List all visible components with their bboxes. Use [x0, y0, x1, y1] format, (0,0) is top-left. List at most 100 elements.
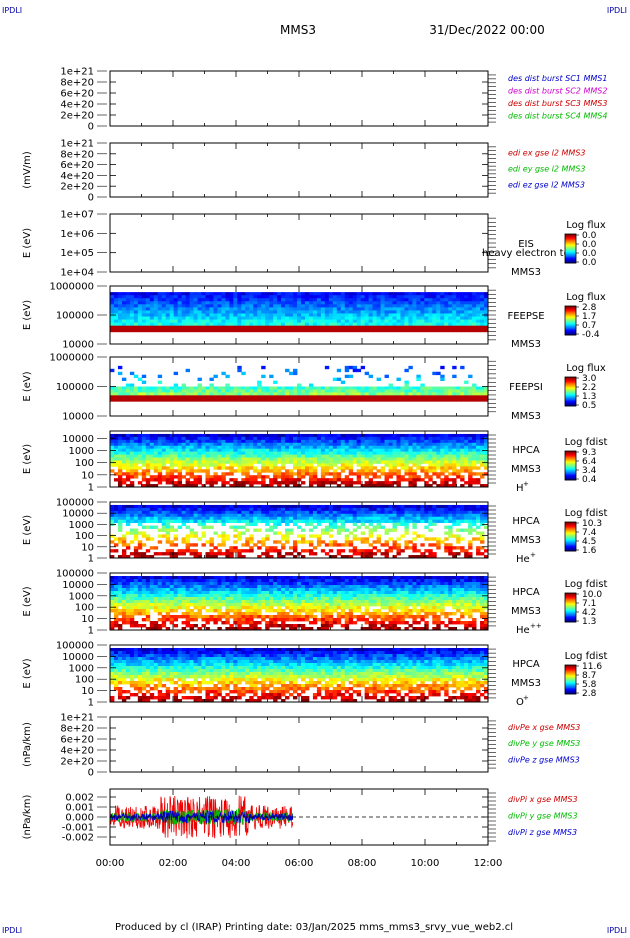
- spectrogram-cell: [357, 460, 361, 463]
- spectrogram-cell: [229, 449, 233, 452]
- spectrogram-cell: [134, 320, 138, 323]
- spectrogram-cell: [178, 292, 182, 295]
- spectrogram-cell: [349, 517, 353, 520]
- spectrogram-cell: [233, 437, 237, 440]
- spectrogram-cell: [122, 446, 126, 449]
- spectrogram-cell: [285, 469, 289, 472]
- spectrogram-cell: [293, 372, 297, 375]
- spectrogram-cell: [313, 526, 317, 529]
- spectrogram-cell: [329, 310, 333, 313]
- spectrogram-cell: [114, 440, 118, 443]
- spectrogram-cell: [225, 398, 229, 401]
- spectrogram-cell: [170, 520, 174, 523]
- spectrogram-cell: [150, 307, 154, 310]
- spectrogram-cell: [456, 387, 460, 390]
- spectrogram-cell: [241, 326, 245, 329]
- spectrogram-cell: [428, 446, 432, 449]
- spectrogram-cell: [341, 526, 345, 529]
- spectrogram-cell: [337, 520, 341, 523]
- spectrogram-cell: [198, 523, 202, 526]
- spectrogram-cell: [142, 452, 146, 455]
- spectrogram-cell: [253, 304, 257, 307]
- spectrogram-cell: [309, 452, 313, 455]
- spectrogram-cell: [389, 392, 393, 395]
- spectrogram-cell: [245, 460, 249, 463]
- spectrogram-cell: [385, 520, 389, 523]
- spectrogram-cell: [412, 320, 416, 323]
- spectrogram-cell: [472, 446, 476, 449]
- spectrogram-cell: [329, 449, 333, 452]
- spectrogram-cell: [365, 301, 369, 304]
- spectrogram-cell: [194, 395, 198, 398]
- spectrogram-cell: [118, 540, 122, 543]
- spectrogram-cell: [428, 552, 432, 555]
- spectrogram-cell: [158, 517, 162, 520]
- spectrogram-cell: [468, 295, 472, 298]
- spectrogram-cell: [412, 478, 416, 481]
- spectrogram-cell: [389, 304, 393, 307]
- colorbar-title: Log flux: [566, 220, 606, 231]
- spectrogram-cell: [150, 440, 154, 443]
- spectrogram-cell: [233, 443, 237, 446]
- spectrogram-cell: [162, 520, 166, 523]
- spectrogram-cell: [337, 329, 341, 332]
- spectrogram-cell: [281, 508, 285, 511]
- spectrogram-cell: [369, 395, 373, 398]
- spectrogram-cell: [337, 458, 341, 461]
- spectrogram-cell: [186, 478, 190, 481]
- spectrogram-cell: [285, 452, 289, 455]
- spacecraft-label: MMS3: [511, 464, 541, 475]
- spectrogram-cell: [190, 298, 194, 301]
- spectrogram-cell: [269, 466, 273, 469]
- spectrogram-cell: [377, 389, 381, 392]
- spectrogram-cell: [357, 526, 361, 529]
- spectrogram-cell: [134, 449, 138, 452]
- spectrogram-cell: [217, 508, 221, 511]
- spectrogram-cell: [460, 478, 464, 481]
- spectrogram-cell: [341, 443, 345, 446]
- spectrogram-cell: [404, 389, 408, 392]
- spectrogram-cell: [341, 389, 345, 392]
- spectrogram-cell: [341, 307, 345, 310]
- spectrogram-cell: [186, 458, 190, 461]
- spectrogram-cell: [205, 511, 209, 514]
- spectrogram-cell: [337, 323, 341, 326]
- spectrogram-cell: [110, 609, 114, 612]
- spectrogram-cell: [229, 466, 233, 469]
- spectrogram-cell: [456, 455, 460, 458]
- spectrogram-cell: [436, 434, 440, 437]
- spectrogram-cell: [393, 395, 397, 398]
- spectrogram-cell: [424, 395, 428, 398]
- spectrogram-cell: [158, 307, 162, 310]
- spectrogram-cell: [138, 543, 142, 546]
- spectrogram-cell: [142, 389, 146, 392]
- spectrogram-cell: [166, 449, 170, 452]
- spectrogram-cell: [162, 392, 166, 395]
- spectrogram-cell: [353, 529, 357, 532]
- spectrogram-cell: [174, 298, 178, 301]
- spectrogram-cell: [241, 313, 245, 316]
- spectrogram-cell: [448, 292, 452, 295]
- spectrogram-cell: [464, 304, 468, 307]
- spectrogram-cell: [452, 304, 456, 307]
- spectrogram-cell: [182, 320, 186, 323]
- spectrogram-cell: [341, 440, 345, 443]
- spectrogram-cell: [369, 508, 373, 511]
- spectrogram-cell: [130, 508, 134, 511]
- spectrogram-cell: [293, 514, 297, 517]
- spectrogram-cell: [468, 387, 472, 390]
- spectrogram-cell: [142, 508, 146, 511]
- spectrogram-cell: [476, 440, 480, 443]
- spectrogram-cell: [428, 398, 432, 401]
- spectrogram-cell: [233, 440, 237, 443]
- spectrogram-cell: [325, 437, 329, 440]
- spectrogram-cell: [325, 301, 329, 304]
- spectrogram-cell: [416, 463, 420, 466]
- spectrogram-cell: [472, 317, 476, 320]
- spectrogram-cell: [396, 317, 400, 320]
- spectrogram-cell: [261, 475, 265, 478]
- spectrogram-cell: [162, 446, 166, 449]
- spectrogram-cell: [440, 323, 444, 326]
- spectrogram-cell: [452, 317, 456, 320]
- spectrogram-cell: [361, 520, 365, 523]
